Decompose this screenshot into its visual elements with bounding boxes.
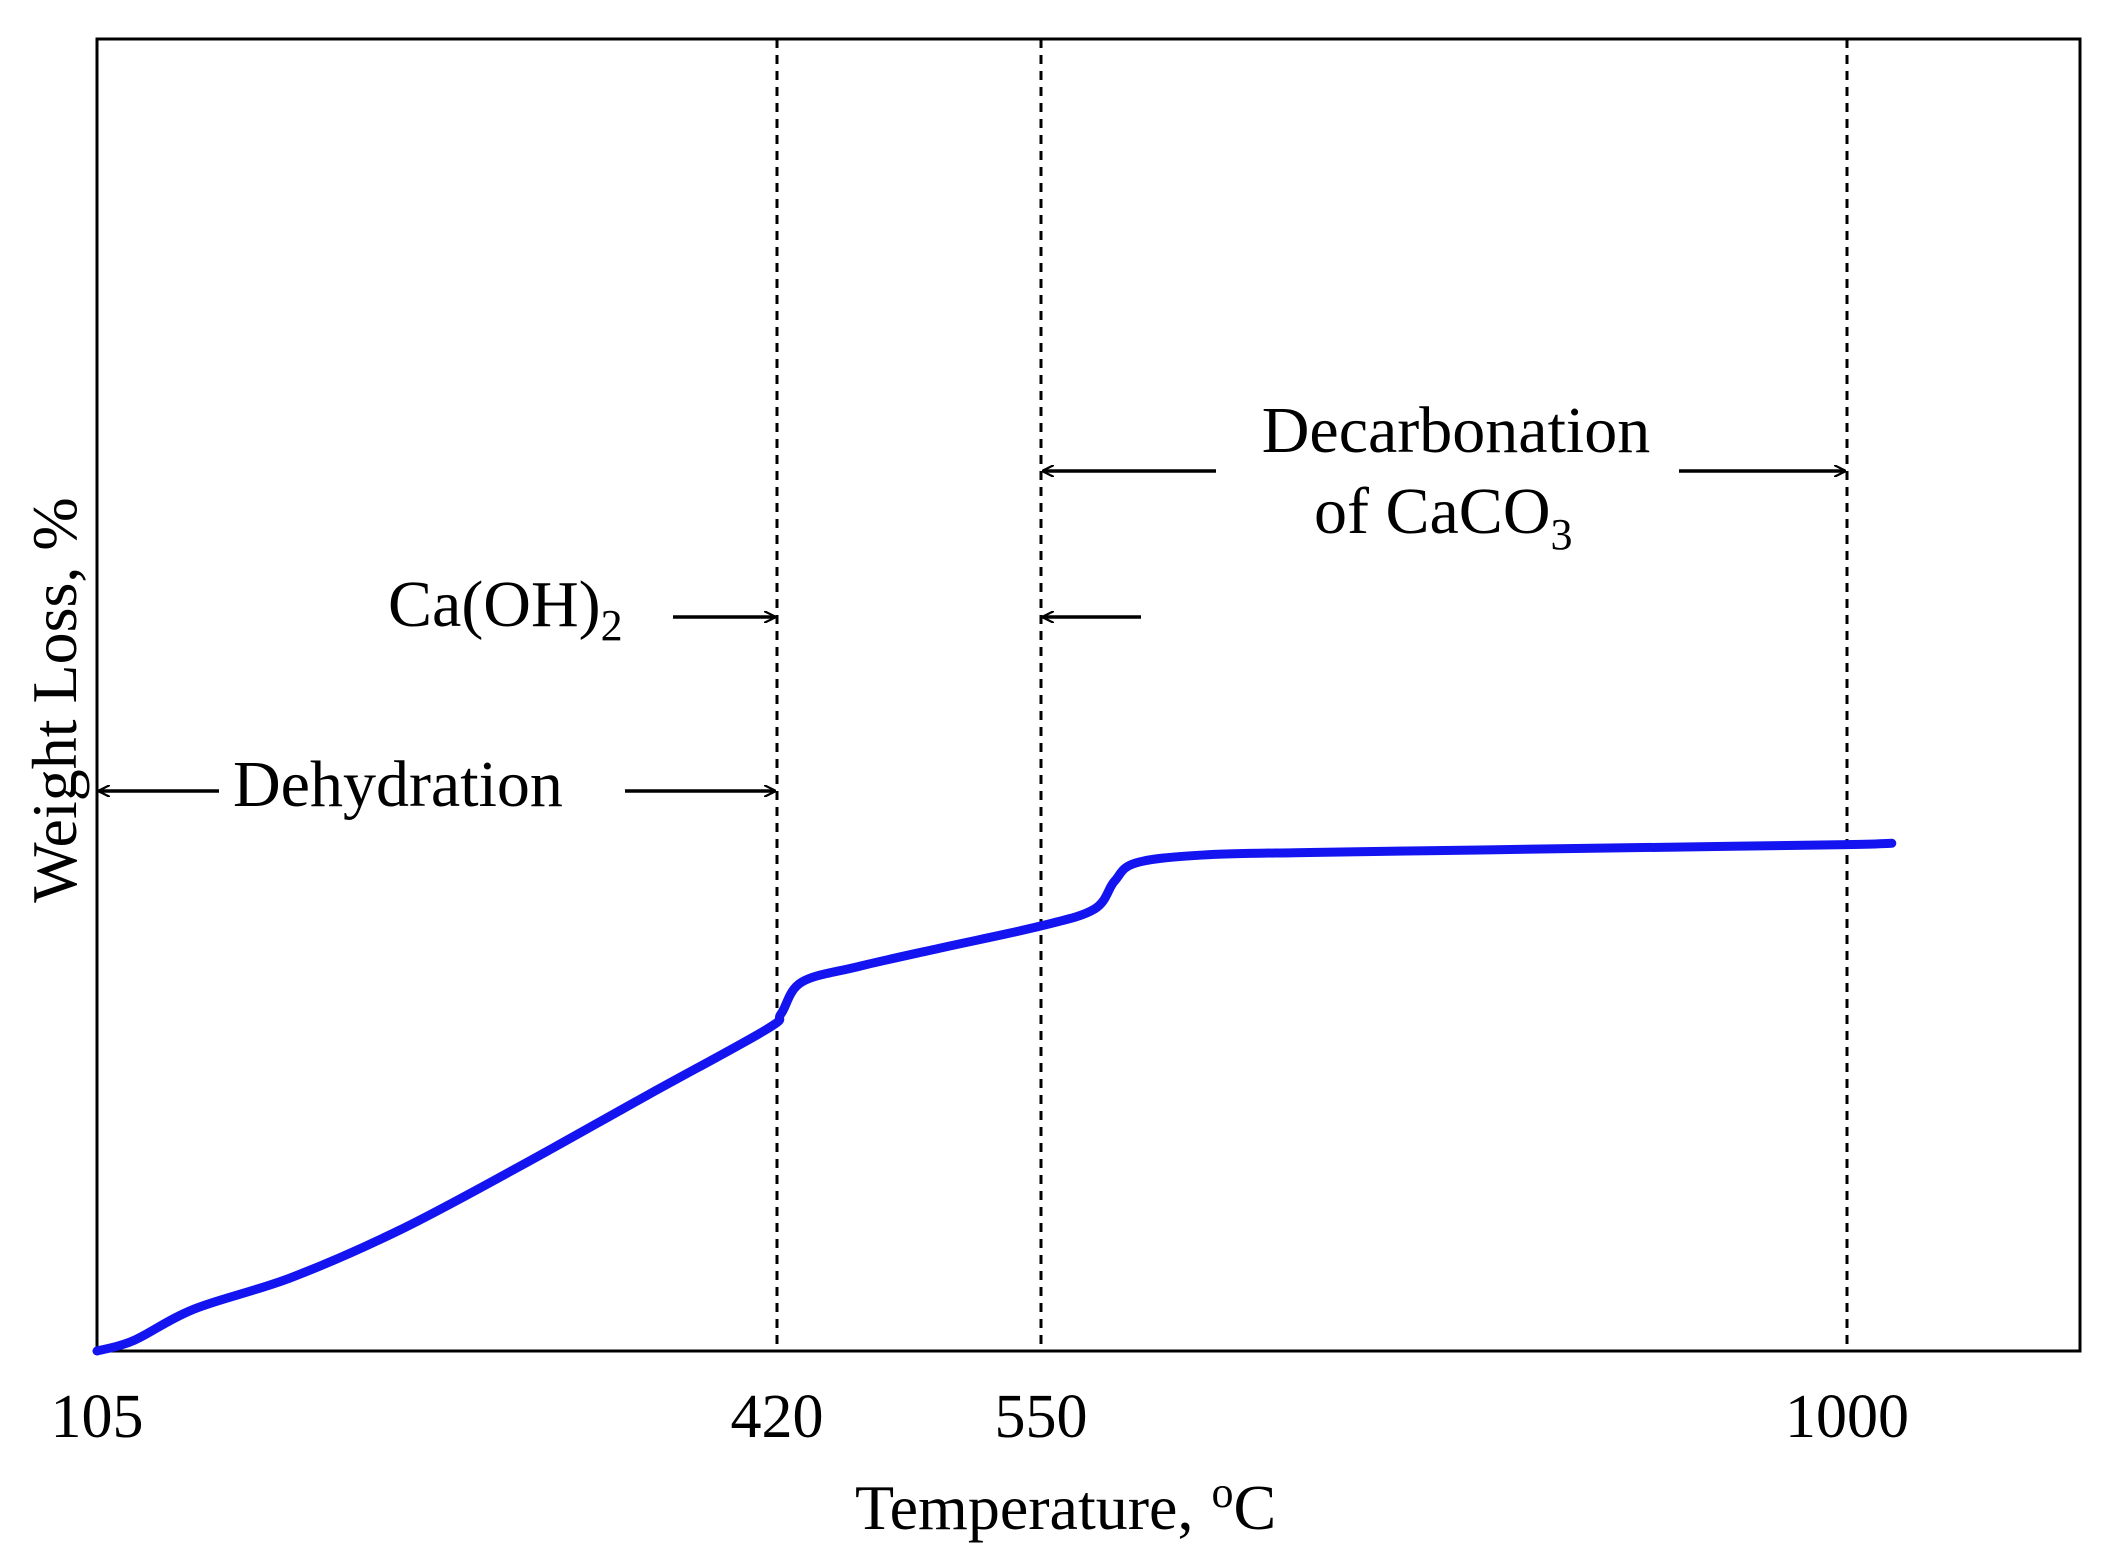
x-axis-title-main: Temperature, [855,1472,1193,1543]
caoh2-label: Ca(OH)2 [388,568,623,650]
range-arrows [99,471,1845,791]
plot-frame [95,37,2082,1353]
caoh2-main: Ca(OH) [388,568,601,641]
x-tick-1000: 1000 [1785,1383,1909,1451]
x-axis-unit: C [1233,1472,1276,1543]
weight-loss-curve [92,838,1897,1356]
x-tick-420: 420 [731,1383,824,1451]
decarbonation-label-line1: Decarbonation [1262,394,1651,467]
x-tick-105: 105 [51,1383,144,1451]
y-axis-title: Weight Loss, % [19,497,90,902]
caoh2-subscript: 2 [601,601,623,650]
dehydration-label: Dehydration [233,748,563,821]
reference-lines [775,39,1849,1351]
decarbonation-subscript: 3 [1550,510,1572,559]
decarbonation-label-line2: of CaCO3 [1314,475,1572,559]
x-axis-title: Temperature, oC [855,1468,1276,1543]
decarbonation-main: of CaCO [1314,475,1550,548]
x-axis-unit-sup: o [1211,1468,1233,1517]
x-tick-550: 550 [995,1383,1088,1451]
x-tick-labels: 105 420 550 1000 [51,1383,1910,1451]
